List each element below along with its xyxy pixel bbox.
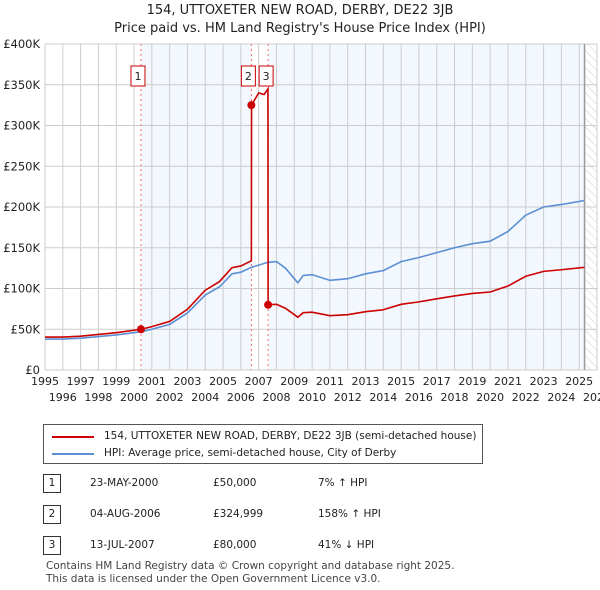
x-tick-label: 2016 <box>405 391 433 404</box>
chart-title: 154, UTTOXETER NEW ROAD, DERBY, DE22 3JB <box>146 3 454 18</box>
sale-date: 23-MAY-2000 <box>90 477 159 489</box>
sale-number: 2 <box>43 505 61 524</box>
x-tick-label: 2011 <box>316 375 344 388</box>
x-tick-label: 2009 <box>280 375 308 388</box>
sale-number: 3 <box>43 536 61 555</box>
x-tick-label: 1999 <box>102 375 130 388</box>
price-paid-line <box>45 86 585 338</box>
sale-point <box>247 101 256 110</box>
y-tick-label: £350K <box>3 78 40 92</box>
sale-label-box <box>258 65 274 87</box>
footer-copyright: Contains HM Land Registry data © Crown c… <box>46 560 455 572</box>
sale-hpi-diff: 7% ↑ HPI <box>318 477 368 489</box>
x-tick-label: 2019 <box>458 375 486 388</box>
chart-subtitle: Price paid vs. HM Land Registry's House … <box>114 21 486 36</box>
x-tick-label: 2010 <box>298 391 326 404</box>
sale-label: 1 <box>134 70 141 83</box>
price-chart: 1995 1996 1997 1998 1999 2000 2001 2002 2003 2004… <box>3 37 600 404</box>
x-tick-label: 2002 <box>156 391 184 404</box>
legend-hpi: HPI: Average price, semi-detached house,… <box>104 447 397 459</box>
x-tick-label: 2017 <box>423 375 451 388</box>
sale-hpi-diff: 158% ↑ HPI <box>318 508 381 520</box>
x-tick-label: 2005 <box>209 375 237 388</box>
sale-point <box>264 300 273 309</box>
x-tick-label: 2020 <box>476 391 504 404</box>
x-tick-label: 2004 <box>191 391 219 404</box>
y-tick-label: £400K <box>3 37 40 51</box>
sale-price: £324,999 <box>213 508 264 520</box>
sale-label: 3 <box>263 70 270 83</box>
legend-blue-line <box>52 452 94 455</box>
x-tick-label: 2006 <box>227 391 255 404</box>
sale-label-box <box>130 65 146 87</box>
x-tick-label: 2013 <box>352 375 380 388</box>
legend-red-line <box>52 435 94 438</box>
sale-hpi-diff: 41% ↓ HPI <box>318 539 375 551</box>
x-tick-label: 2021 <box>494 375 522 388</box>
y-tick-label: £100K <box>3 282 40 296</box>
x-tick-label: 1997 <box>67 375 95 388</box>
x-tick-label: 2003 <box>173 375 201 388</box>
x-tick-label: 2026 <box>583 391 600 404</box>
sale-point <box>136 325 145 334</box>
x-tick-label: 2007 <box>245 375 273 388</box>
sale-date: 04-AUG-2006 <box>90 508 161 520</box>
y-tick-label: £250K <box>3 159 40 173</box>
sale-price: £80,000 <box>213 539 257 551</box>
x-tick-label: 2025 <box>565 375 593 388</box>
y-tick-label: £300K <box>3 119 40 133</box>
x-tick-label: 2014 <box>369 391 397 404</box>
x-tick-label: 2022 <box>512 391 540 404</box>
x-tick-label: 2024 <box>547 391 575 404</box>
x-tick-label: 2000 <box>120 391 148 404</box>
sale-number: 1 <box>43 474 61 493</box>
x-tick-label: 1995 <box>31 375 59 388</box>
sale-price: £50,000 <box>213 477 257 489</box>
sale-label: 2 <box>245 70 252 83</box>
footer-license: This data is licensed under the Open Gov… <box>46 573 381 585</box>
x-tick-label: 2023 <box>530 375 558 388</box>
x-tick-label: 2008 <box>262 391 290 404</box>
y-tick-label: £150K <box>3 241 40 255</box>
sale-row: 3 13-JUL-2007 £80,000 41% ↓ HPI <box>43 536 463 556</box>
sale-row: 1 23-MAY-2000 £50,000 7% ↑ HPI <box>43 474 463 494</box>
y-tick-label: £0 <box>25 363 40 377</box>
legend: 154, UTTOXETER NEW ROAD, DERBY, DE22 3JB… <box>43 424 483 464</box>
x-tick-label: 1996 <box>49 391 77 404</box>
sale-date: 13-JUL-2007 <box>90 539 155 551</box>
sale-label-box <box>240 65 256 87</box>
legend-property: 154, UTTOXETER NEW ROAD, DERBY, DE22 3JB… <box>104 430 477 442</box>
x-tick-label: 2012 <box>334 391 362 404</box>
x-tick-label: 2018 <box>441 391 469 404</box>
y-tick-label: £50K <box>11 322 41 336</box>
y-tick-label: £200K <box>3 200 40 214</box>
x-tick-label: 2015 <box>387 375 415 388</box>
hpi-line <box>45 199 585 340</box>
sale-row: 2 04-AUG-2006 £324,999 158% ↑ HPI <box>43 505 463 525</box>
x-tick-label: 2001 <box>138 375 166 388</box>
x-tick-label: 1998 <box>84 391 112 404</box>
